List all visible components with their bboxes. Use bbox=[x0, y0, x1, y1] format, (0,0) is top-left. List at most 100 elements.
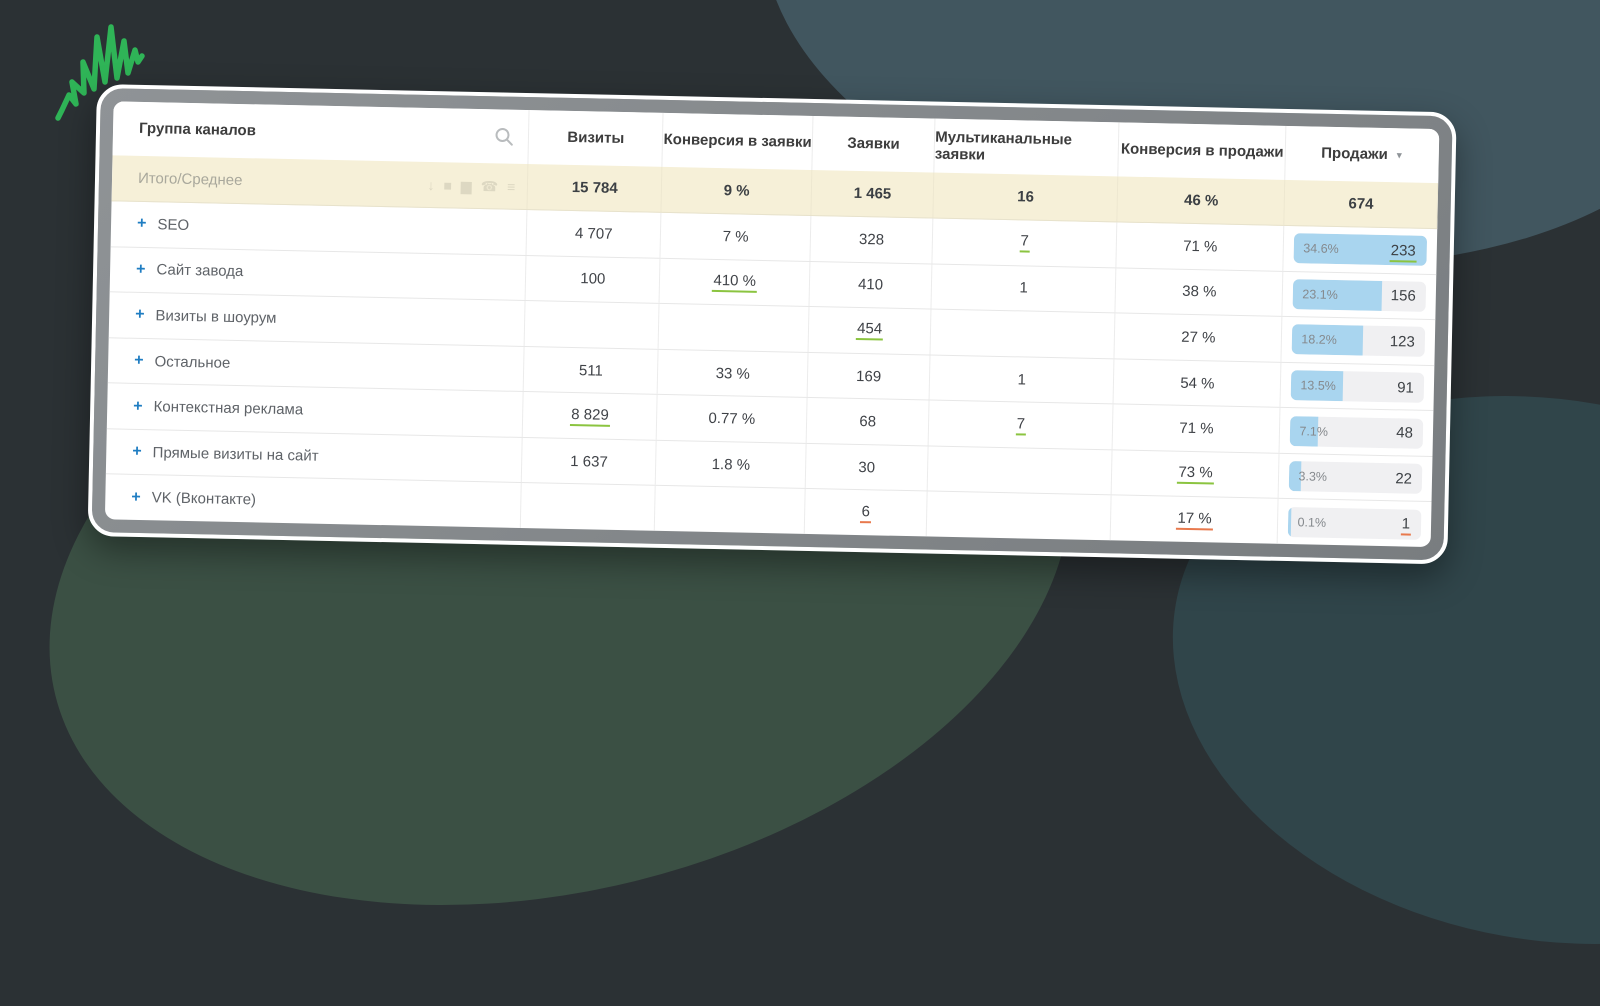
conversion-to-sales-cell: 27 % bbox=[1114, 313, 1283, 362]
visits-cell-value: 1 637 bbox=[570, 452, 608, 471]
sales-bar-fill bbox=[1288, 506, 1292, 537]
channel-name: SEO bbox=[157, 216, 190, 234]
sales-cell: 3.3% 22 bbox=[1279, 454, 1432, 502]
leads-cell: 328 bbox=[810, 215, 934, 264]
total-visits: 15 784 bbox=[528, 164, 663, 212]
multichannel-leads-cell-value: 1 bbox=[1019, 279, 1029, 297]
total-label-cell: Итого/Среднее ↓ ■ ▆ ☎ ≡ bbox=[112, 155, 529, 209]
expand-plus-icon[interactable]: + bbox=[135, 260, 146, 278]
total-conversion-to-sales: 46 % bbox=[1118, 176, 1286, 224]
leads-cell-value: 68 bbox=[859, 413, 877, 431]
leads-cell-value: 328 bbox=[858, 230, 885, 249]
conversion-to-sales-cell-value: 17 % bbox=[1176, 509, 1213, 531]
expand-plus-icon[interactable]: + bbox=[131, 488, 141, 506]
multichannel-leads-cell: 1 bbox=[931, 264, 1117, 313]
channels-table: Группа каналов Визиты Конверсия в заявки… bbox=[104, 101, 1440, 548]
multichannel-leads-cell-value: 1 bbox=[1017, 370, 1027, 389]
column-header-channel-group[interactable]: Группа каналов bbox=[112, 101, 530, 165]
conversion-to-leads-cell: 7 % bbox=[660, 212, 812, 261]
green-squiggle-icon bbox=[55, 24, 145, 121]
visits-cell: 8 829 bbox=[523, 392, 658, 440]
column-header-visits[interactable]: Визиты bbox=[528, 110, 664, 167]
sales-value-text: 22 bbox=[1395, 469, 1413, 488]
visits-cell: 100 bbox=[525, 255, 661, 303]
total-sales: 674 bbox=[1285, 180, 1438, 228]
visits-cell-value: 100 bbox=[580, 270, 606, 289]
sales-share-percent: 3.3% bbox=[1298, 469, 1328, 485]
sales-value: 156 bbox=[1391, 288, 1416, 306]
column-header-sales[interactable]: Продажи ▼ bbox=[1321, 145, 1404, 164]
conversion-to-sales-cell: 71 % bbox=[1116, 222, 1285, 271]
sales-share-percent: 18.2% bbox=[1301, 332, 1337, 348]
conversion-to-leads-cell: 33 % bbox=[657, 349, 809, 398]
sales-share-percent: 34.6% bbox=[1303, 241, 1339, 257]
expand-plus-icon[interactable]: + bbox=[133, 397, 143, 415]
sales-value: 22 bbox=[1395, 470, 1412, 487]
sort-numeric-icon[interactable]: ↓ bbox=[427, 176, 435, 193]
leads-cell-value: 454 bbox=[855, 320, 884, 341]
conversion-to-sales-cell: 38 % bbox=[1115, 267, 1284, 317]
multichannel-leads-cell: 1 bbox=[929, 355, 1115, 404]
multichannel-leads-cell bbox=[927, 446, 1113, 495]
analytics-report-card: Группа каналов Визиты Конверсия в заявки… bbox=[87, 84, 1457, 565]
sales-value-text: 91 bbox=[1397, 378, 1415, 397]
table-body: + SEO 4 707 7 % 328 7 71 % 34.6% 233 + Сайт завода… bbox=[104, 201, 1437, 548]
total-leads: 1 465 bbox=[812, 170, 935, 218]
column-header-multichannel-leads[interactable]: Мультиканальные заявки bbox=[934, 118, 1120, 177]
column-header-leads[interactable]: Заявки bbox=[812, 116, 936, 173]
list-icon[interactable]: ≡ bbox=[506, 178, 516, 195]
sales-share-bar: 0.1% 1 bbox=[1288, 506, 1422, 540]
conversion-to-leads-cell-value: 410 % bbox=[712, 271, 758, 293]
sales-cell: 13.5% 91 bbox=[1281, 363, 1434, 411]
channel-name: Прямые визиты на сайт bbox=[152, 443, 319, 465]
expand-plus-icon[interactable]: + bbox=[136, 215, 147, 233]
leads-cell: 410 bbox=[809, 261, 933, 309]
expand-plus-icon[interactable]: + bbox=[132, 442, 142, 461]
expand-plus-icon[interactable]: + bbox=[134, 306, 145, 324]
sales-cell: 23.1% 156 bbox=[1283, 271, 1436, 319]
sales-cell: 7.1% 48 bbox=[1280, 408, 1433, 456]
conversion-to-leads-cell-value: 7 % bbox=[722, 227, 749, 246]
column-header-conversion-to-sales[interactable]: Конверсия в продажи bbox=[1118, 122, 1287, 180]
channel-name: Визиты в шоурум bbox=[155, 307, 277, 327]
conversion-to-sales-cell-value: 71 % bbox=[1179, 419, 1214, 438]
leads-cell-value: 169 bbox=[855, 367, 882, 386]
total-conversion-to-leads: 9 % bbox=[662, 167, 813, 215]
channel-name-cell[interactable]: + VK (Вконтакте) bbox=[104, 474, 523, 529]
sales-share-percent: 23.1% bbox=[1302, 287, 1338, 302]
leads-cell-value: 410 bbox=[857, 276, 884, 294]
conversion-to-sales-cell: 54 % bbox=[1113, 359, 1282, 408]
area-chart-icon[interactable]: ▆ bbox=[460, 177, 472, 194]
stop-icon[interactable]: ■ bbox=[443, 176, 453, 193]
phone-icon[interactable]: ☎ bbox=[480, 177, 499, 194]
leads-cell-value: 30 bbox=[858, 458, 876, 477]
leads-cell: 454 bbox=[808, 307, 932, 355]
leads-cell: 68 bbox=[806, 398, 930, 446]
multichannel-leads-cell: 7 bbox=[928, 400, 1114, 450]
multichannel-leads-cell: 7 bbox=[932, 218, 1118, 267]
sales-share-percent: 0.1% bbox=[1297, 514, 1327, 530]
sales-share-percent: 7.1% bbox=[1299, 423, 1329, 439]
channel-group-label: Группа каналов bbox=[138, 120, 257, 140]
expand-plus-icon[interactable]: + bbox=[134, 351, 144, 370]
visits-cell bbox=[524, 301, 660, 349]
conversion-to-leads-cell-value: 0.77 % bbox=[708, 409, 756, 428]
row-toolbar-icons: ↓ ■ ▆ ☎ ≡ bbox=[427, 176, 516, 195]
channel-name: Сайт завода bbox=[156, 261, 244, 281]
sales-value-text: 48 bbox=[1396, 424, 1414, 442]
sales-value: 233 bbox=[1389, 241, 1417, 263]
sales-share-bar: 23.1% 156 bbox=[1293, 278, 1427, 312]
conversion-to-leads-cell: 410 % bbox=[659, 258, 811, 307]
sales-value: 123 bbox=[1390, 333, 1415, 351]
conversion-to-sales-cell-value: 54 % bbox=[1180, 374, 1215, 392]
sales-share-bar: 3.3% 22 bbox=[1289, 461, 1423, 495]
sales-value-text: 156 bbox=[1390, 287, 1416, 306]
conversion-to-sales-cell-value: 27 % bbox=[1181, 328, 1216, 347]
conversion-to-sales-cell: 71 % bbox=[1112, 404, 1281, 453]
search-icon[interactable] bbox=[494, 126, 514, 146]
column-header-conversion-to-leads[interactable]: Конверсия в заявки bbox=[662, 112, 814, 171]
channel-name: VK (Вконтакте) bbox=[151, 489, 257, 509]
leads-cell: 30 bbox=[805, 443, 929, 491]
conversion-to-leads-cell: 0.77 % bbox=[656, 395, 808, 443]
visits-cell: 511 bbox=[524, 346, 659, 395]
